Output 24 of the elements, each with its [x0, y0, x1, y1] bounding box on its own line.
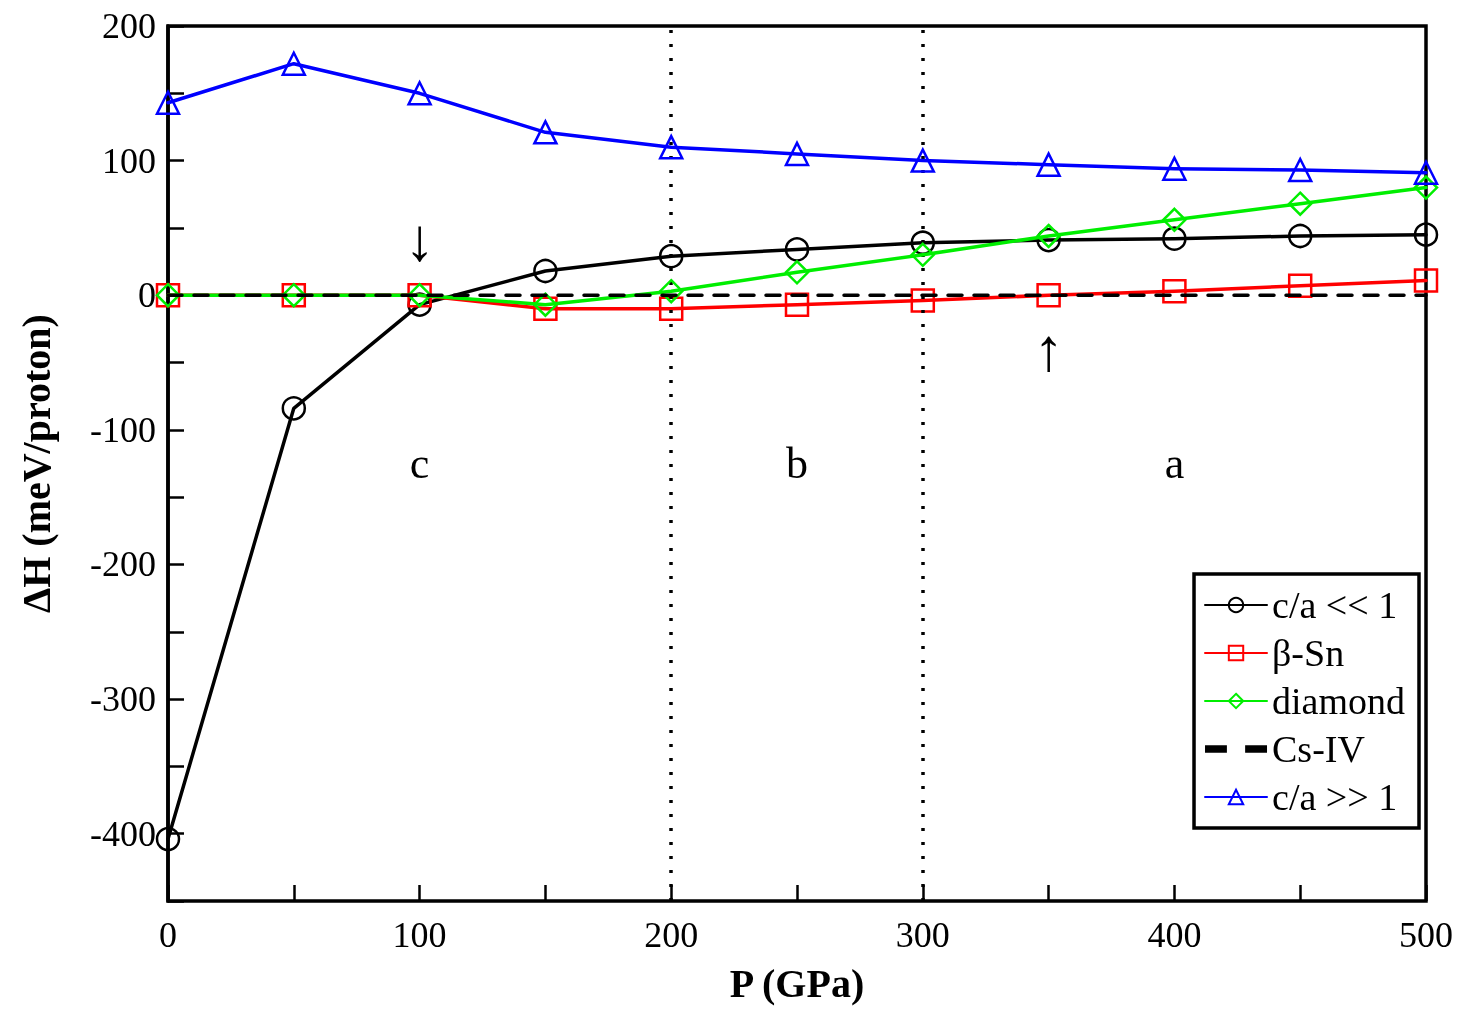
y-tick-label: 200: [102, 6, 156, 46]
annotation: ↑: [1033, 317, 1064, 384]
y-tick-label: -200: [90, 544, 156, 585]
legend-label: c/a << 1: [1272, 584, 1398, 626]
annotation: c: [409, 439, 430, 488]
legend-label: β-Sn: [1272, 632, 1345, 674]
y-tick-label: 100: [102, 140, 156, 181]
x-tick-label: 500: [1399, 915, 1453, 955]
legend-label: Cs-IV: [1272, 728, 1366, 770]
annotation: a: [1164, 439, 1185, 488]
x-tick-label: 200: [644, 915, 699, 955]
y-axis-title: ΔH (meV/proton): [13, 314, 59, 613]
y-tick-label: 0: [138, 275, 156, 316]
y-tick-label: -100: [90, 409, 156, 450]
legend-label: c/a >> 1: [1272, 776, 1398, 818]
y-tick-label: -300: [90, 679, 156, 720]
x-tick-label: 100: [392, 915, 447, 955]
y-tick-label: -400: [90, 813, 156, 854]
x-axis-title: P (GPa): [729, 960, 865, 1006]
x-tick-label: 400: [1147, 915, 1202, 955]
annotation: b: [786, 439, 808, 488]
x-tick-label: 300: [895, 915, 950, 955]
annotation: ↓: [404, 207, 435, 274]
legend-label: diamond: [1272, 680, 1405, 722]
